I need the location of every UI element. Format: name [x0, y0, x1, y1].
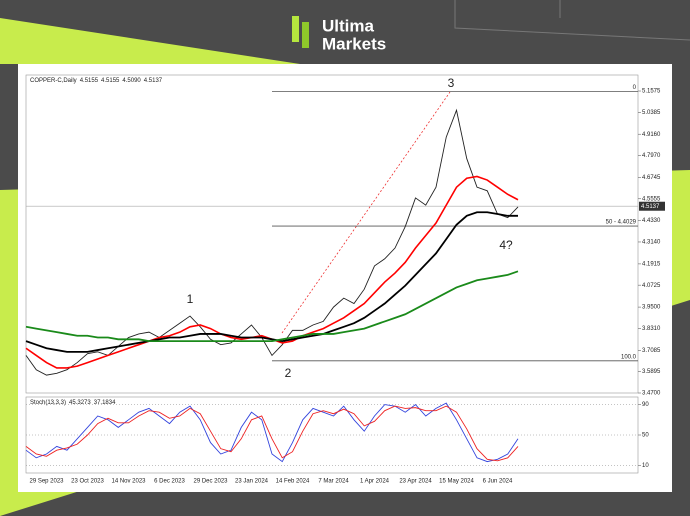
x-tick-label: 23 Apr 2024	[399, 479, 432, 485]
logo-icon	[292, 16, 299, 42]
x-tick-label: 14 Feb 2024	[276, 479, 310, 485]
wave-label: 1	[187, 292, 194, 306]
price-frame	[25, 74, 639, 394]
x-tick-label: 14 Nov 2023	[111, 479, 146, 485]
stoch-header: Stoch(13,3,3) 45.3273 37.1834	[30, 400, 116, 406]
series-line	[25, 211, 518, 353]
chart-layer: COPPER-C,Daily 4.5155 4.5155 4.5090 4.5137St…	[25, 76, 665, 485]
current-price-label: 4.5137	[641, 204, 660, 210]
y-tick-label: 4.3140	[642, 240, 661, 246]
wave-label: 3	[448, 76, 455, 90]
accent-band	[0, 18, 300, 64]
current-price-box	[639, 201, 665, 211]
y-tick-label: 4.1915	[642, 261, 661, 267]
y-tick-label: 3.7085	[642, 348, 661, 354]
fib-label: 100.0	[621, 354, 637, 360]
y-tick-label: 3.4700	[642, 391, 661, 397]
x-tick-label: 1 Apr 2024	[360, 479, 390, 485]
x-tick-label: 23 Oct 2023	[71, 479, 104, 485]
indicator-value: 45.3273	[69, 400, 91, 406]
y-tick-label: 90	[642, 402, 649, 408]
ohlc-value: 4.5155	[80, 78, 99, 84]
y-tick-label: 5.1575	[642, 89, 661, 95]
y-tick-label: 50	[642, 433, 649, 439]
y-tick-label: 4.7970	[642, 153, 661, 159]
series-line	[25, 402, 519, 463]
y-tick-label: 3.5895	[642, 369, 661, 375]
y-tick-label: 3.9500	[642, 305, 661, 311]
x-tick-label: 7 Mar 2024	[318, 479, 349, 485]
y-tick-label: 4.6745	[642, 175, 661, 181]
wave-label: 2	[285, 366, 292, 380]
x-tick-label: 23 Jan 2024	[235, 479, 269, 485]
series-line	[25, 405, 519, 462]
indicator-value: 37.1834	[94, 400, 116, 406]
y-tick-label: 4.0725	[642, 283, 661, 289]
y-tick-label: 3.8310	[642, 326, 661, 332]
ohlc-value: 4.5090	[122, 78, 141, 84]
logo: Ultima Markets	[292, 16, 386, 53]
chart-panel	[18, 64, 672, 492]
x-tick-label: 15 May 2024	[439, 479, 474, 485]
series-line	[25, 270, 519, 343]
trend-line	[281, 91, 451, 334]
y-tick-label: 10	[642, 463, 649, 469]
y-tick-label: 4.9160	[642, 132, 661, 138]
wave-label: 4?	[499, 238, 513, 252]
x-tick-label: 29 Dec 2023	[193, 479, 228, 485]
fib-label: 50 - 4.4029	[606, 220, 637, 226]
symbol: COPPER-C,Daily	[30, 78, 77, 84]
logo-text: Markets	[322, 34, 386, 53]
y-tick-label: 4.5555	[642, 196, 661, 202]
y-tick-label: 4.4330	[642, 218, 661, 224]
ohlc-value: 4.5155	[101, 78, 120, 84]
x-tick-label: 6 Dec 2023	[154, 479, 185, 485]
y-tick-label: 5.0385	[642, 110, 661, 116]
x-tick-label: 29 Sep 2023	[29, 479, 64, 485]
decor-line	[454, 0, 690, 41]
x-tick-label: 6 Jun 2024	[483, 479, 513, 485]
fib-label: 0	[633, 85, 637, 91]
indicator-name: Stoch(13,3,3)	[30, 400, 66, 406]
logo-text: Ultima	[322, 16, 375, 35]
logo-icon	[302, 22, 309, 48]
ohlc-value: 4.5137	[144, 78, 163, 84]
chart-header: COPPER-C,Daily 4.5155 4.5155 4.5090 4.5137	[30, 78, 163, 84]
